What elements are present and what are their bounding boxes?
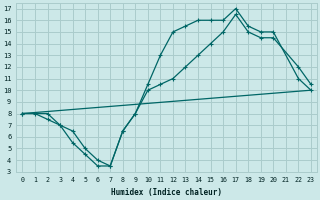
X-axis label: Humidex (Indice chaleur): Humidex (Indice chaleur): [111, 188, 222, 197]
